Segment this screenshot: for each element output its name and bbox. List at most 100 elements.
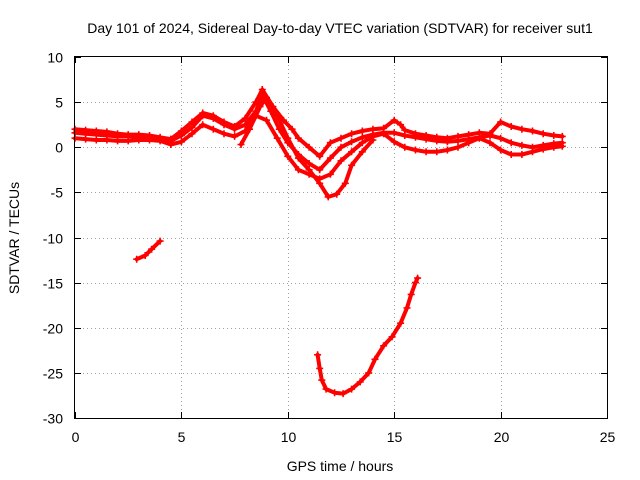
series-track-c xyxy=(71,86,566,160)
data-point xyxy=(358,148,366,156)
data-point xyxy=(199,121,207,129)
data-point xyxy=(133,255,141,263)
data-point xyxy=(316,179,324,187)
data-point xyxy=(209,125,217,133)
data-point xyxy=(318,376,326,384)
data-point xyxy=(305,143,313,151)
data-point xyxy=(403,304,411,312)
data-point xyxy=(177,127,185,135)
data-point xyxy=(305,166,313,174)
data-point xyxy=(454,132,462,140)
data-point xyxy=(486,139,494,147)
y-tick-label: 10 xyxy=(47,50,63,66)
data-point xyxy=(348,130,356,138)
data-point xyxy=(558,142,566,150)
data-point xyxy=(422,132,430,139)
x-tick-label: 25 xyxy=(600,429,616,445)
data-point xyxy=(356,378,364,386)
x-tick-label: 5 xyxy=(178,429,186,445)
data-point xyxy=(305,160,313,167)
data-point xyxy=(337,157,345,165)
data-point xyxy=(331,389,339,397)
data-point xyxy=(316,364,324,372)
data-point xyxy=(188,130,196,138)
data-point xyxy=(486,130,494,138)
data-point xyxy=(92,127,100,135)
data-point xyxy=(412,130,419,138)
data-point xyxy=(103,136,111,144)
data-point xyxy=(380,342,388,350)
data-point xyxy=(390,116,398,124)
data-point xyxy=(497,146,505,154)
data-point xyxy=(433,148,441,156)
data-point xyxy=(558,132,566,140)
y-tick-label: -5 xyxy=(51,185,64,201)
data-point xyxy=(316,152,324,160)
data-point xyxy=(324,193,332,201)
data-point xyxy=(322,385,330,393)
data-point xyxy=(390,138,398,146)
data-point xyxy=(443,146,451,154)
data-point xyxy=(529,148,536,156)
data-point xyxy=(92,136,100,144)
data-point xyxy=(220,118,228,126)
data-point xyxy=(465,131,473,139)
data-point xyxy=(263,94,270,102)
series-track-d xyxy=(237,94,377,201)
data-point xyxy=(412,146,419,154)
data-point xyxy=(550,143,558,151)
data-point xyxy=(407,290,415,298)
data-point xyxy=(507,139,515,147)
data-point xyxy=(348,161,356,169)
data-point xyxy=(246,125,253,133)
data-point xyxy=(507,123,515,130)
data-point xyxy=(358,127,366,135)
data-point xyxy=(326,139,334,147)
data-point xyxy=(475,129,483,137)
data-point xyxy=(337,143,345,151)
y-tick-label: 5 xyxy=(55,95,63,111)
data-point xyxy=(348,148,356,156)
data-point xyxy=(273,134,281,142)
data-point xyxy=(518,141,526,149)
data-point xyxy=(284,134,292,142)
data-point xyxy=(397,121,405,129)
series-track-e xyxy=(133,237,164,263)
data-point xyxy=(326,170,334,178)
data-point xyxy=(518,151,526,158)
data-point xyxy=(252,98,260,106)
data-point xyxy=(156,133,164,141)
data-point xyxy=(294,134,302,142)
data-point xyxy=(258,86,266,93)
data-point xyxy=(341,179,349,187)
y-tick-label: -10 xyxy=(43,231,63,247)
y-axis-title: SDTVAR / TECUs xyxy=(6,182,22,294)
data-point xyxy=(348,385,356,393)
data-point xyxy=(263,116,270,124)
data-point xyxy=(443,134,451,142)
data-point xyxy=(339,390,347,398)
data-point xyxy=(288,125,296,133)
y-tick-label: -20 xyxy=(43,321,63,337)
data-point xyxy=(401,143,409,151)
data-point xyxy=(167,135,175,143)
data-point xyxy=(273,112,281,120)
data-point xyxy=(156,237,164,245)
data-point xyxy=(550,132,558,139)
data-point xyxy=(82,135,90,143)
data-point xyxy=(326,154,334,162)
data-point xyxy=(114,130,122,138)
data-point xyxy=(529,127,536,135)
data-point xyxy=(369,136,377,144)
y-tick-label: -30 xyxy=(43,411,63,427)
data-point xyxy=(333,190,341,198)
y-tick-label: 0 xyxy=(55,140,63,156)
data-point xyxy=(188,118,196,126)
data-point xyxy=(539,145,547,153)
x-axis-title: GPS time / hours xyxy=(287,458,394,474)
data-point xyxy=(148,245,156,253)
data-point xyxy=(294,154,302,162)
data-point xyxy=(465,139,473,147)
